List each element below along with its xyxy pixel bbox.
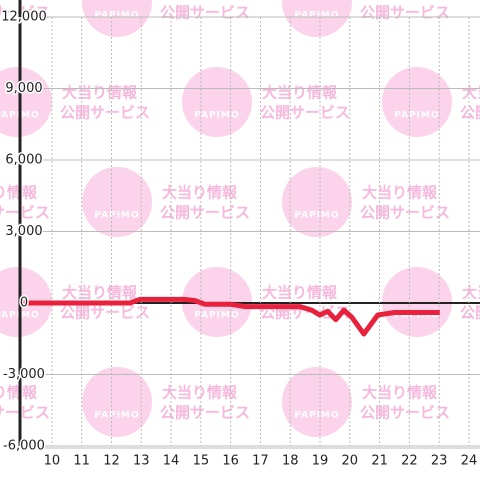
watermark-text: 公開サービス: [0, 204, 50, 222]
watermark-logo: PAPIMO: [294, 411, 339, 421]
watermark-text: 公開サービス: [60, 104, 150, 122]
watermark-logo: PAPIMO: [94, 11, 139, 21]
x-tick-label: 18: [282, 454, 299, 469]
watermark-text: 公開サービス: [360, 4, 450, 22]
watermark-text: 大当り情報: [362, 184, 438, 202]
x-tick-label: 22: [401, 454, 418, 469]
watermark-text: 公開サービス: [460, 304, 480, 322]
watermark-text: 大当り情報: [262, 84, 338, 102]
x-tick-label: 24: [461, 454, 478, 469]
y-tick-label: 0: [20, 296, 28, 311]
watermark-text: 大当り情報: [362, 384, 438, 402]
watermark-text: 大当り情報: [62, 84, 138, 102]
x-tick-label: 21: [371, 454, 388, 469]
mark-layer: [20, 296, 440, 337]
watermark-logo: PAPIMO: [94, 411, 139, 421]
watermark-text: 公開サービス: [160, 4, 250, 22]
watermark-text: 大当り情報: [162, 184, 238, 202]
y-tick-label: -3,000: [3, 367, 45, 382]
x-tick-label: 16: [222, 454, 239, 469]
watermark-text: 大当り情報: [462, 284, 480, 302]
watermark-text: 公開サービス: [360, 404, 450, 422]
watermark-logo: PAPIMO: [394, 311, 439, 321]
watermark-text: 公開サービス: [360, 204, 450, 222]
watermark-text: 公開サービス: [160, 404, 250, 422]
x-tick-label: 19: [312, 454, 329, 469]
y-tick-label: 12,000: [1, 10, 47, 25]
watermark-logo: PAPIMO: [194, 311, 239, 321]
watermark-logo: PAPIMO: [294, 211, 339, 221]
x-tick-label: 15: [193, 454, 210, 469]
watermark-text: 大当り情報: [162, 384, 238, 402]
y-tick-label: -6,000: [3, 439, 45, 454]
x-tick-label: 14: [163, 454, 180, 469]
watermark-circle: [182, 67, 252, 137]
y-tick-label: 9,000: [5, 81, 42, 96]
x-tick-label: 10: [44, 454, 61, 469]
x-tick-label: 23: [431, 454, 448, 469]
watermark-circle: [82, 167, 152, 237]
watermark-circle: [282, 367, 352, 437]
watermark-logo: PAPIMO: [394, 111, 439, 121]
watermark-text: 大当り情報: [262, 284, 338, 302]
watermark-text: 公開サービス: [0, 404, 50, 422]
watermark-circle: [382, 67, 452, 137]
watermark-circle: [82, 367, 152, 437]
watermark-logo: PAPIMO: [94, 211, 139, 221]
watermark-text: 大当り情報: [462, 84, 480, 102]
x-tick-label: 12: [103, 454, 120, 469]
watermark-text: 大当り情報: [162, 0, 238, 2]
watermark-text: 大当り情報: [62, 284, 138, 302]
watermark-circle: [282, 0, 352, 37]
watermark-circle: [282, 167, 352, 237]
x-tick-label: 17: [252, 454, 269, 469]
x-tick-label: 20: [342, 454, 359, 469]
watermark-text: 大当り情報: [362, 0, 438, 2]
y-tick-label: 6,000: [5, 153, 42, 168]
x-tick-label: 11: [73, 454, 90, 469]
watermark-layer: PAPIMO大当り情報公開サービスPAPIMO大当り情報公開サービスPAPIMO…: [0, 0, 480, 437]
watermark-logo: PAPIMO: [194, 111, 239, 121]
watermark-circle: [0, 67, 52, 137]
x-tick-label: 13: [133, 454, 150, 469]
watermark-text: 公開サービス: [260, 104, 350, 122]
data-line: [20, 296, 440, 337]
y-tick-label: 3,000: [5, 224, 42, 239]
watermark-text: 公開サービス: [60, 304, 150, 322]
watermark-text: 公開サービス: [460, 104, 480, 122]
grid-layer: [18, 0, 480, 449]
watermark-circle: [82, 0, 152, 37]
watermark-logo: PAPIMO: [294, 11, 339, 21]
watermark-text: 公開サービス: [160, 204, 250, 222]
